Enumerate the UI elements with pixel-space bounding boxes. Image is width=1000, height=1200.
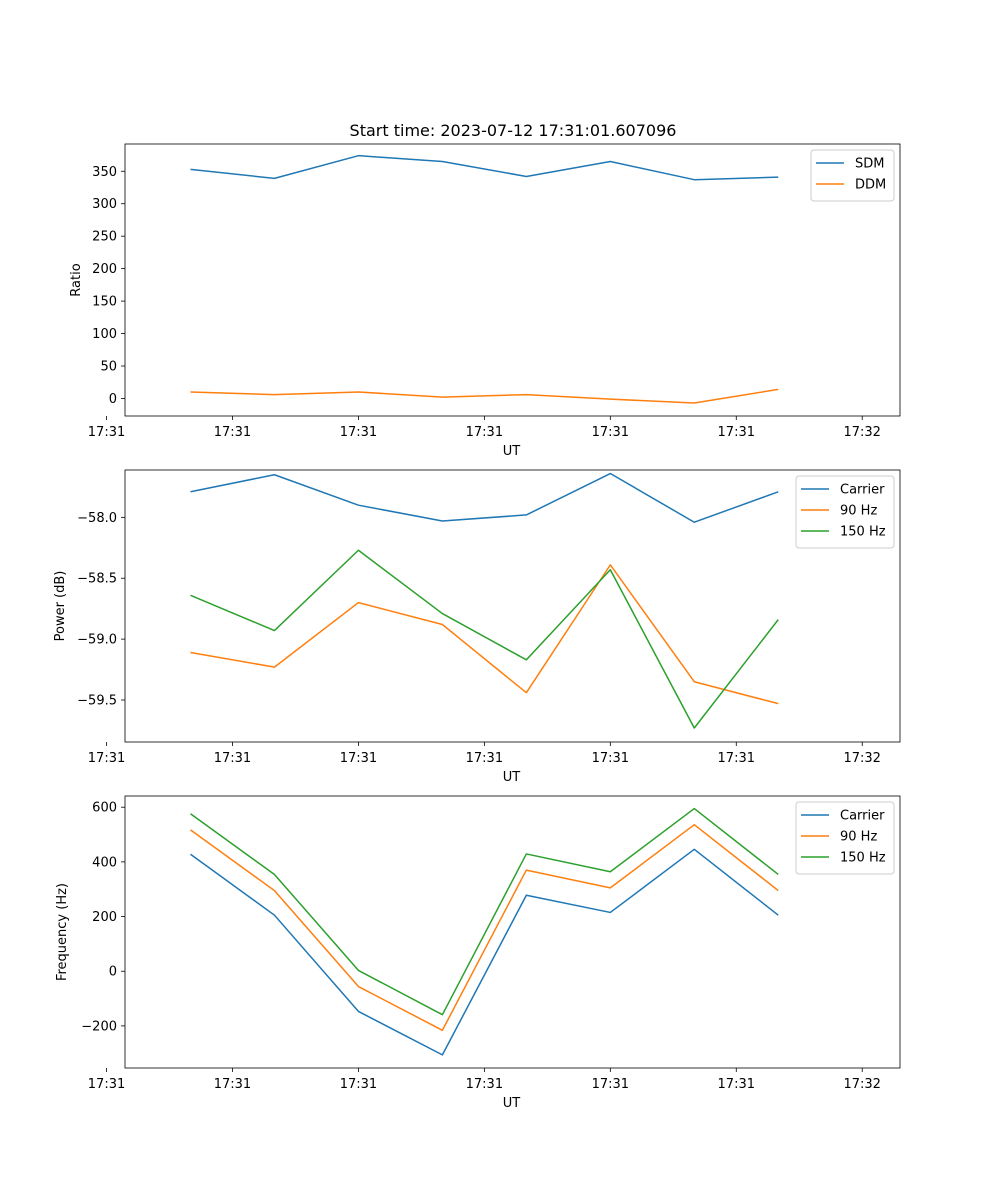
y-tick-label: 300 (92, 197, 117, 212)
x-tick-label: 17:31 (592, 751, 629, 766)
subplot-2: 17:31 17:31 17:31 17:31 17:31 17:31 17:32 −59.5… (53, 469, 901, 785)
y-tick-label: 200 (92, 910, 117, 925)
legend-label: 90 Hz (840, 504, 877, 519)
y-tick-label: 600 (92, 801, 117, 816)
x-axis-label: UT (503, 444, 521, 459)
x-tick-label: 17:31 (340, 1077, 377, 1092)
legend: Carrier 90 Hz 150 Hz (795, 475, 895, 549)
legend-box (795, 475, 895, 549)
series-line-90-hz (190, 823, 779, 1032)
y-tick-label: 100 (92, 327, 117, 342)
x-tick-label: 17:31 (340, 425, 377, 440)
y-tick-label: 200 (92, 262, 117, 277)
y-tick-label: 50 (100, 360, 117, 375)
series-line-150-hz (190, 807, 779, 1016)
legend-label: Carrier (840, 809, 885, 824)
series-line-90-hz (190, 564, 779, 705)
y-tick-label: 350 (92, 165, 117, 180)
legend: SDM DDM (810, 149, 895, 202)
series-line-ddm (190, 388, 779, 404)
x-tick-label: 17:31 (340, 751, 377, 766)
subplot-1: 17:31 17:31 17:31 17:31 17:31 17:31 17:32 0 50 10… (69, 143, 901, 459)
axes-frame (124, 469, 901, 743)
x-tick-label: 17:32 (843, 1077, 880, 1092)
legend-label: SDM (855, 157, 884, 172)
x-tick-label: 17:32 (843, 751, 880, 766)
x-tick-label: 17:31 (214, 1077, 251, 1092)
y-tick-label: −59.0 (77, 633, 117, 648)
y-axis-label: Ratio (69, 263, 84, 296)
series-line-150-hz (190, 549, 779, 729)
x-tick-label: 17:31 (592, 1077, 629, 1092)
axes-frame (124, 795, 901, 1069)
x-tick-label: 17:31 (718, 425, 755, 440)
y-axis-label: Power (dB) (53, 571, 68, 642)
legend-label: Carrier (840, 483, 885, 498)
series-line-carrier (190, 472, 779, 523)
x-tick-label: 17:31 (214, 425, 251, 440)
y-tick-label: 400 (92, 855, 117, 870)
x-tick-label: 17:31 (718, 751, 755, 766)
y-tick-label: 0 (109, 965, 117, 980)
x-tick-label: 17:31 (88, 751, 125, 766)
panels: 17:31 17:31 17:31 17:31 17:31 17:31 17:32 0 50 10… (53, 143, 901, 1111)
x-tick-label: 17:31 (466, 751, 503, 766)
legend-label: DDM (855, 178, 886, 193)
chart-title: Start time: 2023-07-12 17:31:01.607096 (350, 121, 677, 140)
series-line-sdm (190, 154, 779, 181)
legend-label: 150 Hz (840, 525, 886, 540)
y-tick-label: −59.5 (77, 693, 117, 708)
x-tick-label: 17:31 (214, 751, 251, 766)
legend: Carrier 90 Hz 150 Hz (795, 801, 895, 875)
x-tick-label: 17:31 (466, 425, 503, 440)
x-tick-label: 17:31 (718, 1077, 755, 1092)
legend-box (795, 801, 895, 875)
x-tick-label: 17:31 (466, 1077, 503, 1092)
subplot-3: 17:31 17:31 17:31 17:31 17:31 17:31 17:32 −200 0… (55, 795, 901, 1111)
x-axis-label: UT (503, 1096, 521, 1111)
x-tick-label: 17:31 (592, 425, 629, 440)
y-tick-label: −58.0 (77, 511, 117, 526)
legend-label: 90 Hz (840, 830, 877, 845)
x-tick-label: 17:31 (88, 425, 125, 440)
series-line-carrier (190, 848, 779, 1056)
legend-label: 150 Hz (840, 851, 886, 866)
x-tick-label: 17:32 (843, 425, 880, 440)
x-tick-label: 17:31 (88, 1077, 125, 1092)
y-tick-label: −200 (81, 1019, 117, 1034)
y-tick-label: 150 (92, 295, 117, 310)
axes-frame (124, 143, 901, 417)
y-tick-label: 250 (92, 230, 117, 245)
y-tick-label: 0 (109, 392, 117, 407)
x-axis-label: UT (503, 770, 521, 785)
y-axis-label: Frequency (Hz) (55, 883, 70, 981)
y-tick-label: −58.5 (77, 572, 117, 587)
